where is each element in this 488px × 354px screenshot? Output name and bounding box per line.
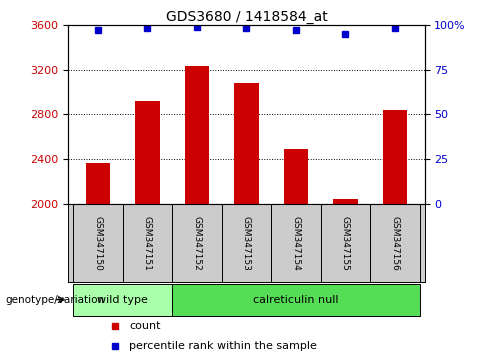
Text: GSM347156: GSM347156 <box>390 216 399 270</box>
Bar <box>172 204 222 282</box>
Text: genotype/variation: genotype/variation <box>5 295 104 304</box>
Text: calreticulin null: calreticulin null <box>253 295 339 304</box>
Bar <box>271 204 321 282</box>
Text: GSM347152: GSM347152 <box>192 216 202 270</box>
Bar <box>73 284 172 316</box>
Bar <box>184 66 209 204</box>
Bar <box>85 164 110 204</box>
Text: wild type: wild type <box>97 295 148 304</box>
Bar <box>383 110 407 204</box>
Text: GSM347153: GSM347153 <box>242 216 251 270</box>
Text: GSM347154: GSM347154 <box>291 216 301 270</box>
Text: count: count <box>129 321 161 331</box>
Bar <box>333 199 358 204</box>
Bar <box>321 204 370 282</box>
Bar <box>73 204 123 282</box>
Text: percentile rank within the sample: percentile rank within the sample <box>129 341 317 351</box>
Bar <box>172 284 420 316</box>
Text: GSM347151: GSM347151 <box>143 216 152 270</box>
Title: GDS3680 / 1418584_at: GDS3680 / 1418584_at <box>165 10 327 24</box>
Bar <box>234 83 259 204</box>
Text: GSM347155: GSM347155 <box>341 216 350 270</box>
Bar <box>284 149 308 204</box>
Text: GSM347150: GSM347150 <box>94 216 102 270</box>
Bar <box>370 204 420 282</box>
Bar <box>123 204 172 282</box>
Bar <box>222 204 271 282</box>
Bar <box>135 101 160 204</box>
